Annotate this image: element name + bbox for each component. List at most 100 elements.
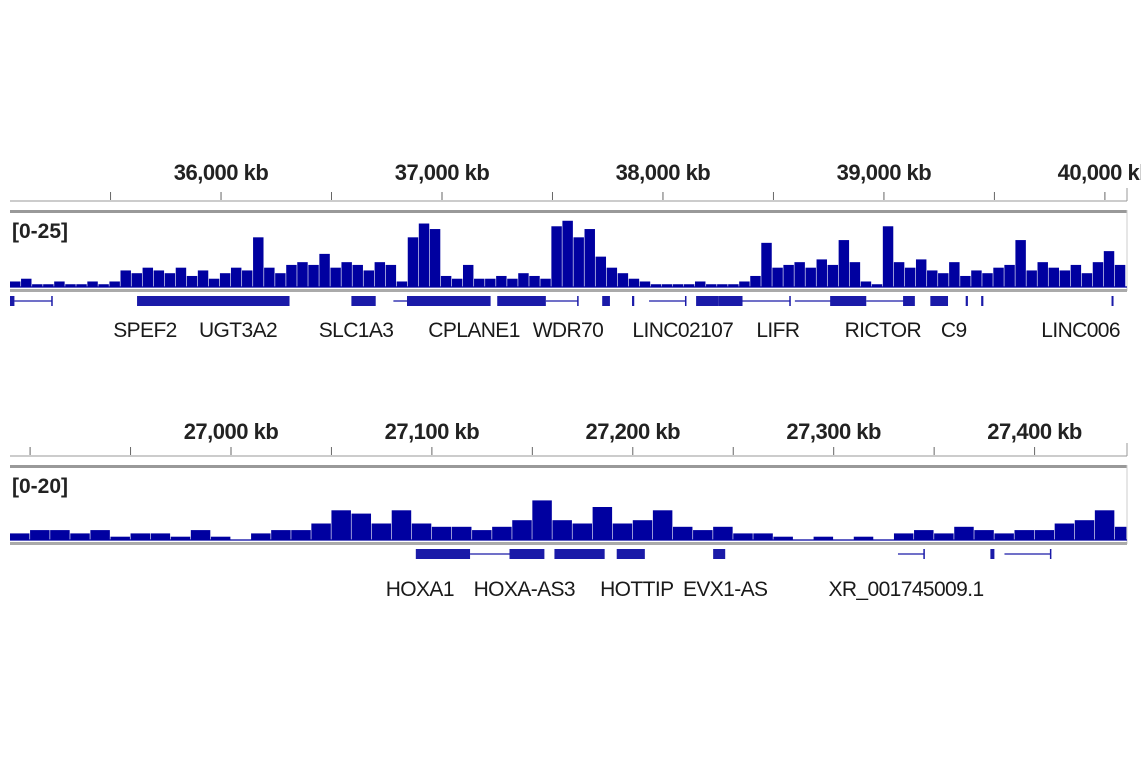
coverage-bar: [639, 281, 651, 287]
coverage-bar: [652, 510, 673, 540]
coverage-bar: [153, 270, 165, 287]
coverage-bar: [21, 278, 32, 287]
coverage-bar: [805, 267, 816, 287]
coverage-bar: [773, 536, 793, 540]
coverage-bar: [485, 278, 496, 287]
coverage-bar: [150, 533, 171, 540]
coverage-bar: [352, 264, 363, 287]
coverage-bar: [242, 270, 253, 287]
gene-label: CPLANE1: [428, 319, 520, 342]
coverage-bar: [761, 242, 772, 287]
coverage-bar: [617, 273, 629, 287]
coverage-bar: [871, 284, 883, 287]
coverage-bar: [311, 523, 331, 540]
tick-label: 40,000 kb: [1058, 160, 1141, 185]
gene-exon-block: [990, 549, 995, 559]
gene-exon-block: [137, 296, 290, 306]
coverage-bar: [1094, 510, 1115, 540]
coverage-bar: [728, 284, 739, 287]
gene-label: LIFR: [756, 319, 800, 342]
coverage-bar: [308, 264, 319, 287]
coverage-bar: [253, 237, 264, 287]
coverage-bar: [507, 278, 518, 287]
coverage-bar: [251, 533, 271, 540]
coverage-bar: [914, 530, 934, 540]
coverage-bar: [540, 278, 551, 287]
coverage-bar: [849, 262, 861, 287]
tick-label: 27,200 kb: [585, 419, 680, 444]
coverage-bar: [971, 270, 982, 287]
coverage-bar: [230, 267, 242, 287]
gene-label: C9: [941, 319, 967, 342]
coverage-bar: [391, 510, 412, 540]
coverage-bar: [170, 536, 191, 540]
gene-label: SLC1A3: [319, 319, 394, 342]
data-range-label: [0-20]: [12, 475, 68, 498]
coverage-bar: [595, 256, 607, 287]
coverage-bar: [783, 264, 794, 287]
coverage-bar: [411, 523, 432, 540]
coverage-bar: [120, 270, 131, 287]
coverage-bar: [351, 513, 372, 540]
coverage-bar: [672, 284, 684, 287]
coverage-bar: [208, 278, 220, 287]
gene-exon-block: [930, 296, 949, 306]
gene-exon-block: [981, 296, 984, 306]
coverage-bar: [418, 223, 430, 287]
coverage-bar: [10, 533, 30, 540]
coverage-bar: [131, 273, 142, 287]
coverage-bar: [934, 533, 954, 540]
coverage-bar: [1026, 270, 1037, 287]
gene-exon-block: [415, 549, 471, 559]
coverage-bar: [695, 281, 706, 287]
coverage-bar: [142, 267, 154, 287]
gene-exon-block: [10, 296, 15, 306]
coverage-bar: [87, 281, 98, 287]
coverage-bar: [628, 278, 640, 287]
coverage-bar: [1004, 264, 1015, 287]
coverage-bar: [584, 229, 595, 287]
gene-label: SPEF2: [113, 319, 177, 342]
coverage-bar: [518, 273, 529, 287]
coverage-bar: [512, 520, 532, 540]
coverage-bar: [753, 533, 773, 540]
gene-label: HOXA1: [386, 578, 454, 601]
coverage-bar: [733, 533, 753, 540]
gene-exon-block: [351, 296, 376, 306]
gene-exon-block: [713, 549, 726, 559]
gene-label: XR_001745009.1: [828, 578, 983, 601]
coverage-bar: [573, 237, 584, 287]
data-range-label: [0-25]: [12, 220, 68, 243]
coverage-bar: [827, 264, 839, 287]
gene-label: LINC02107: [632, 319, 733, 342]
coverage-bar: [1092, 262, 1104, 287]
gene-exon-block: [407, 296, 491, 306]
coverage-bar: [291, 530, 311, 540]
tick-label: 27,300 kb: [786, 419, 881, 444]
coverage-bar: [431, 526, 452, 540]
coverage-bar: [396, 281, 408, 287]
panel-bottom: 27,000 kb 27,100 kb 27,200 kb 27,300 kb 27,4…: [10, 419, 1128, 601]
gene-label: EVX1-AS: [683, 578, 768, 601]
coverage-bar: [661, 284, 673, 287]
coverage-bar: [474, 278, 485, 287]
coverage-bar: [264, 267, 275, 287]
coverage-bar: [893, 533, 914, 540]
coverage-bar: [650, 284, 662, 287]
coverage-bar: [949, 262, 960, 287]
coverage-bar: [915, 259, 927, 287]
coverage-bar: [374, 262, 386, 287]
coverage-bar: [363, 270, 374, 287]
coverage-bar: [853, 536, 874, 540]
coverage-bar: [1081, 273, 1093, 287]
coverage-bar: [562, 220, 573, 287]
coverage-bar: [271, 530, 291, 540]
coverage-bar: [110, 536, 130, 540]
coverage-bar: [70, 533, 90, 540]
coverage-bar: [713, 526, 733, 540]
coverage-bar: [606, 267, 618, 287]
coverage-bar: [954, 526, 974, 540]
coverage-bar: [552, 520, 572, 540]
track-divider: [10, 210, 1127, 213]
gene-exon-block: [632, 296, 635, 306]
